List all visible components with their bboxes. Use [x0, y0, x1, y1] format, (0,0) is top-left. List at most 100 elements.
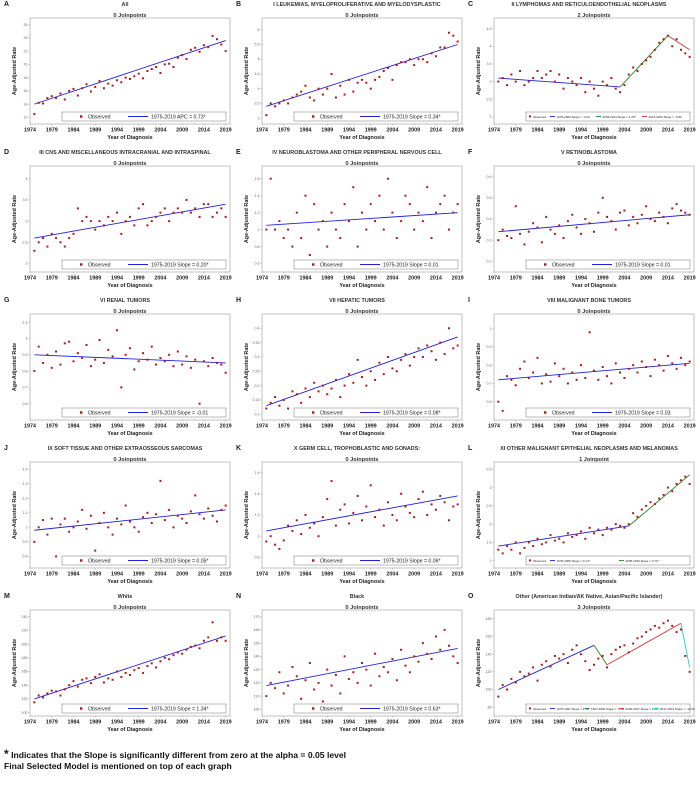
panel-label: A — [4, 1, 9, 8]
data-point — [224, 50, 227, 53]
data-point — [566, 662, 569, 664]
data-point — [94, 549, 97, 552]
data-point — [623, 376, 626, 379]
y-tick-label: 16 — [24, 89, 28, 93]
data-point — [98, 521, 101, 524]
data-point — [408, 364, 411, 367]
y-tick-label: 4 — [258, 87, 260, 91]
data-point — [224, 371, 227, 374]
x-tick-label: 2009 — [176, 720, 188, 726]
data-point — [369, 370, 372, 373]
data-point — [369, 484, 372, 487]
data-point — [102, 87, 105, 90]
data-point — [671, 45, 674, 48]
x-tick-label: 1989 — [89, 276, 101, 282]
x-tick-label: 1989 — [553, 128, 565, 134]
plot-frame — [29, 609, 231, 717]
y-tick-label: 0.3 — [255, 355, 260, 359]
data-point — [89, 682, 92, 685]
data-point — [142, 77, 145, 80]
x-tick-label: 2009 — [640, 276, 652, 282]
x-tick-label: 1989 — [89, 572, 101, 578]
data-point — [649, 375, 652, 378]
x-axis-label: Year of Diagnosis — [107, 727, 152, 733]
data-point — [94, 358, 97, 361]
data-point — [326, 245, 329, 248]
data-point — [317, 681, 320, 684]
y-tick-label: 3 — [26, 219, 28, 223]
data-point — [168, 353, 171, 356]
legend-observed-marker — [80, 707, 83, 710]
x-tick-label: 1979 — [278, 572, 290, 578]
data-point — [50, 366, 53, 369]
chart-title: VII HEPATIC TUMORS — [329, 298, 385, 304]
data-point — [666, 355, 669, 358]
x-tick-label: 1974 — [256, 424, 268, 430]
data-point — [382, 373, 385, 376]
chart-svg-g: G VI RENAL TUMORS 0 Joinpoints 0.6 0.7 0.8 0.9… — [4, 297, 232, 437]
data-point — [181, 517, 184, 520]
footnote-significance-text: Indicates that the Slope is significantl… — [11, 750, 347, 760]
data-point — [313, 381, 316, 384]
data-point — [456, 344, 459, 347]
data-point — [601, 366, 604, 368]
data-point — [408, 203, 411, 206]
y-tick-label: 1 — [258, 228, 260, 232]
chart-title: X GERM CELL, TROPHOBLASTIC AND GONADS: — [294, 446, 420, 452]
x-tick-label: 1999 — [597, 424, 609, 430]
data-point — [111, 355, 114, 358]
data-point — [584, 91, 587, 94]
data-point — [308, 96, 311, 99]
data-point — [46, 533, 49, 536]
data-point — [313, 203, 316, 206]
chart-grid: A All 0 Joinpoints 12 14 16 18 20 22 24 26 1974 1979… — [4, 1, 696, 733]
data-point — [584, 537, 587, 540]
data-point — [265, 540, 268, 543]
chart-title: IV NEUROBLASTOMA AND OTHER PERIPHERAL NE… — [272, 150, 442, 156]
panel-label: O — [468, 593, 474, 600]
x-tick-label: 1994 — [111, 572, 123, 578]
data-point — [202, 517, 205, 520]
data-point — [215, 520, 218, 523]
y-tick-label: 140 — [486, 652, 492, 656]
x-tick-label: 1979 — [510, 128, 522, 134]
data-point — [447, 228, 450, 231]
data-point — [155, 666, 158, 669]
data-point — [181, 363, 184, 366]
data-point — [330, 480, 333, 483]
data-point — [111, 220, 114, 223]
data-point — [89, 514, 92, 517]
data-point — [527, 541, 530, 544]
data-point — [684, 52, 687, 55]
data-point — [649, 501, 652, 504]
x-tick-label: 2004 — [386, 128, 398, 134]
data-point — [124, 76, 127, 79]
panel-label: I — [468, 297, 470, 304]
data-point — [107, 526, 110, 529]
data-point — [347, 78, 350, 81]
y-tick-label: 0.6 — [487, 175, 492, 179]
y-axis-label: Age-Adjusted Rate — [476, 639, 482, 687]
data-point — [627, 523, 630, 526]
x-tick-label: 2019 — [220, 720, 232, 726]
data-point — [571, 80, 574, 83]
x-tick-label: 1989 — [553, 424, 565, 430]
legend-fit-label: 1975-2019 Slope = 0.20* — [151, 262, 209, 268]
data-point — [321, 220, 324, 223]
x-tick-label: 1999 — [133, 424, 145, 430]
data-point — [300, 237, 303, 240]
y-tick-label: 160 — [254, 628, 260, 632]
legend: Observed 1975-2019 Slope = -0.01 — [61, 407, 227, 418]
panel-label: B — [236, 1, 241, 8]
data-point — [269, 102, 272, 105]
x-tick-label: 2004 — [618, 424, 630, 430]
data-point — [506, 84, 509, 87]
data-point — [172, 526, 175, 529]
panel-label: F — [468, 149, 473, 156]
data-point — [274, 396, 277, 399]
y-tick-label: 3.5 — [255, 102, 260, 106]
y-tick-label: 220 — [22, 629, 28, 633]
data-point — [597, 94, 600, 97]
data-point — [395, 237, 398, 240]
data-point — [98, 339, 101, 342]
